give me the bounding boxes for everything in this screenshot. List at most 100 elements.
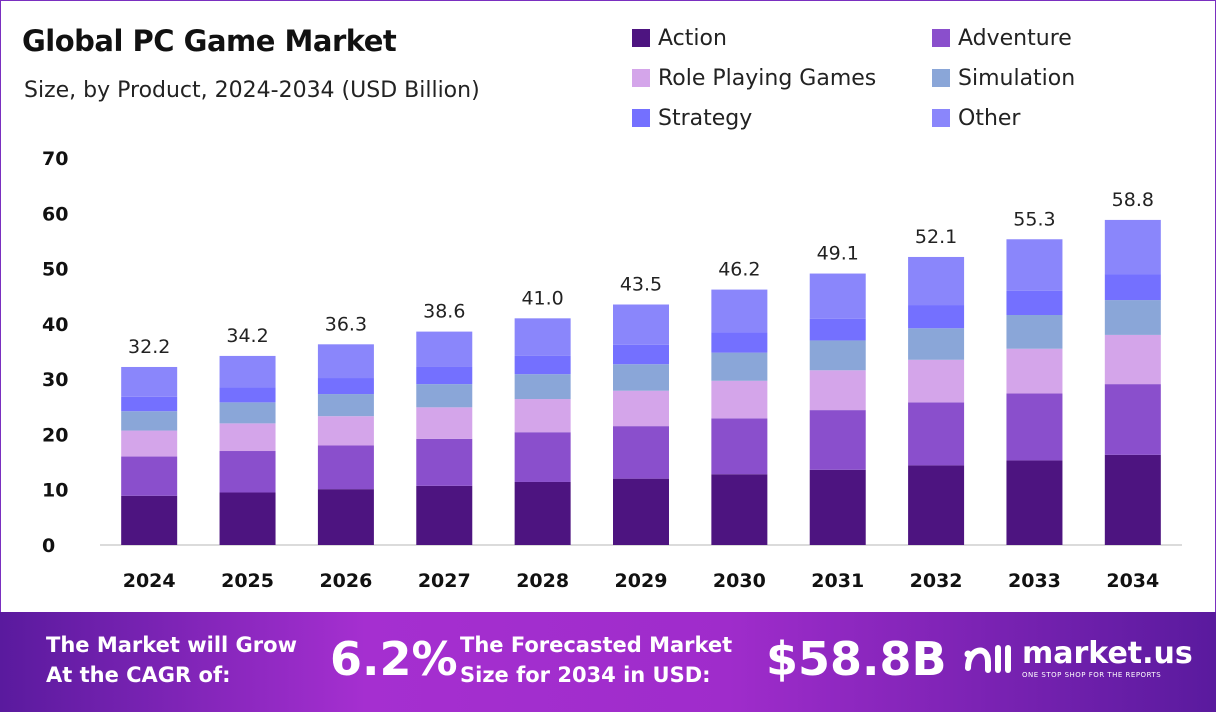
brand-name: market.us (1022, 636, 1193, 671)
bar-segment-adventure (416, 438, 473, 486)
bar-segment-adventure (809, 410, 866, 470)
bar-segment-other (711, 289, 768, 333)
legend-item: Strategy (632, 104, 932, 132)
bar-segment-strategy (809, 318, 866, 341)
bar-segment-simulation (908, 328, 965, 360)
y-tick-label: 60 (42, 203, 68, 225)
x-tick-label: 2033 (1008, 570, 1061, 592)
bar-segment-simulation (613, 364, 669, 391)
bar-segment-action (219, 492, 276, 545)
bar-segment-strategy (613, 344, 669, 365)
bar-segment-role-playing-games (1104, 334, 1161, 385)
x-tick-label: 2029 (615, 570, 668, 592)
bar-segment-simulation (809, 340, 866, 371)
brand-tagline: ONE STOP SHOP FOR THE REPORTS (1022, 671, 1162, 679)
bar-segment-role-playing-games (317, 416, 374, 446)
cagr-label-line1: The Market will Grow (46, 633, 297, 657)
bar-segment-simulation (219, 402, 276, 424)
y-tick-label: 50 (42, 259, 68, 281)
bar-segment-action (613, 478, 669, 545)
cagr-value: 6.2% (330, 632, 458, 686)
forecast-label-line1: The Forecasted Market (460, 633, 733, 657)
bar-segment-other (317, 344, 374, 379)
bar-segment-adventure (1006, 393, 1063, 461)
legend-item: Adventure (932, 24, 1192, 52)
stacked-bar-chart: 01020304050607032.2202434.2202536.320263… (42, 148, 1182, 592)
y-tick-label: 0 (42, 535, 55, 557)
x-tick-label: 2028 (516, 570, 569, 592)
bar-segment-other (121, 366, 178, 397)
legend-label: Action (658, 25, 727, 51)
bar-segment-other (416, 331, 473, 367)
total-data-label: 41.0 (521, 287, 563, 309)
legend-item: Role Playing Games (632, 64, 932, 92)
bar-segment-adventure (121, 456, 178, 496)
forecast-label-line2: Size for 2034 in USD: (460, 663, 711, 687)
bar-segment-simulation (1006, 315, 1063, 349)
legend-label: Strategy (658, 105, 753, 131)
x-tick-label: 2034 (1106, 570, 1159, 592)
bar-segment-role-playing-games (121, 430, 178, 457)
bar-segment-adventure (613, 426, 669, 479)
bar-segment-action (1006, 460, 1063, 545)
bar-segment-adventure (908, 402, 965, 466)
x-tick-label: 2031 (811, 570, 864, 592)
bar-segment-strategy (416, 366, 473, 385)
x-tick-label: 2026 (319, 570, 372, 592)
bar-segment-other (514, 318, 571, 356)
legend-label: Role Playing Games (658, 65, 877, 91)
bar-segment-other (219, 355, 276, 388)
brand-logo-icon (964, 644, 1011, 673)
bar-segment-role-playing-games (711, 380, 768, 419)
bar-segment-adventure (711, 418, 768, 475)
y-tick-label: 40 (42, 314, 68, 336)
bar-segment-action (1104, 454, 1161, 545)
cagr-label: The Market will Grow At the CAGR of: (46, 630, 297, 690)
total-data-label: 52.1 (915, 226, 957, 248)
bar-segment-simulation (121, 411, 178, 431)
legend-swatch (632, 29, 650, 47)
total-data-label: 34.2 (226, 325, 268, 347)
chart-title: Global PC Game Market (22, 24, 397, 58)
legend-swatch (632, 109, 650, 127)
bar-segment-adventure (317, 445, 374, 490)
brand-logo: market.us ONE STOP SHOP FOR THE REPORTS (962, 636, 1193, 679)
total-data-label: 49.1 (817, 243, 859, 265)
x-tick-label: 2030 (713, 570, 766, 592)
legend-swatch (932, 29, 950, 47)
forecast-value: $58.8B (766, 632, 947, 686)
total-data-label: 46.2 (718, 259, 760, 281)
bar-segment-other (613, 304, 669, 345)
bar-segment-role-playing-games (809, 370, 866, 411)
bar-segment-strategy (1006, 290, 1063, 316)
bar-segment-other (1104, 219, 1161, 275)
legend: Action Adventure Role Playing Games Simulat… (632, 24, 1192, 132)
bar-segment-simulation (317, 394, 374, 417)
legend-label: Other (958, 105, 1021, 131)
bar-segment-action (121, 495, 178, 545)
legend-item: Other (932, 104, 1192, 132)
bar-segment-other (809, 273, 866, 319)
bar-segment-strategy (711, 332, 768, 353)
x-tick-label: 2032 (910, 570, 963, 592)
bar-segment-adventure (219, 451, 276, 493)
bar-segment-action (416, 485, 473, 545)
chart-subtitle: Size, by Product, 2024-2034 (USD Billion… (24, 78, 480, 103)
legend-swatch (932, 69, 950, 87)
bar-segment-role-playing-games (1006, 348, 1063, 394)
bar-segment-strategy (121, 396, 178, 412)
y-tick-label: 20 (42, 424, 68, 446)
total-data-label: 58.8 (1112, 189, 1154, 211)
y-tick-label: 70 (42, 148, 68, 170)
legend-item: Simulation (932, 64, 1192, 92)
y-tick-label: 10 (42, 480, 68, 502)
bar-segment-strategy (514, 355, 571, 375)
bar-segment-simulation (514, 374, 571, 400)
total-data-label: 38.6 (423, 301, 465, 323)
bar-segment-strategy (317, 378, 374, 395)
cagr-label-line2: At the CAGR of: (46, 663, 231, 687)
bar-segment-adventure (514, 432, 571, 482)
x-tick-label: 2027 (418, 570, 471, 592)
forecast-label: The Forecasted Market Size for 2034 in U… (460, 630, 732, 690)
bar-segment-strategy (219, 387, 276, 403)
